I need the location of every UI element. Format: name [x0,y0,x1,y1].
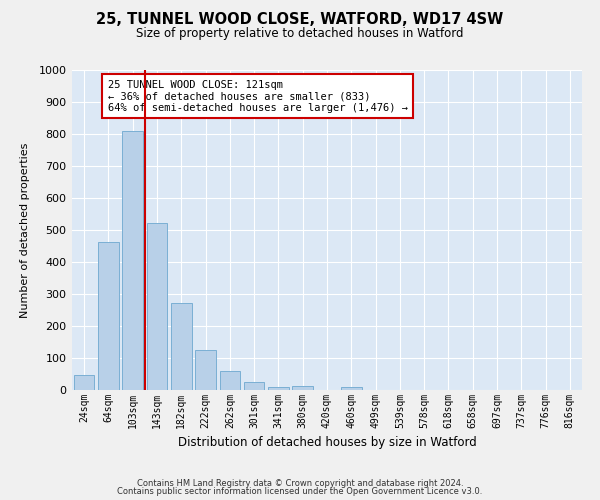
Text: Size of property relative to detached houses in Watford: Size of property relative to detached ho… [136,28,464,40]
Bar [74,376,94,390]
Bar [146,224,167,390]
Bar [220,371,240,390]
X-axis label: Distribution of detached houses by size in Watford: Distribution of detached houses by size … [178,436,476,450]
Text: 25 TUNNEL WOOD CLOSE: 121sqm
← 36% of detached houses are smaller (833)
64% of s: 25 TUNNEL WOOD CLOSE: 121sqm ← 36% of de… [108,80,408,113]
Bar [292,386,313,390]
Bar [195,350,216,390]
Bar [268,387,289,390]
Bar [341,387,362,390]
Bar [122,131,143,390]
Bar [171,304,191,390]
Text: Contains public sector information licensed under the Open Government Licence v3: Contains public sector information licen… [118,487,482,496]
Bar [98,242,119,390]
Text: 25, TUNNEL WOOD CLOSE, WATFORD, WD17 4SW: 25, TUNNEL WOOD CLOSE, WATFORD, WD17 4SW [97,12,503,28]
Y-axis label: Number of detached properties: Number of detached properties [20,142,30,318]
Bar [244,382,265,390]
Text: Contains HM Land Registry data © Crown copyright and database right 2024.: Contains HM Land Registry data © Crown c… [137,478,463,488]
